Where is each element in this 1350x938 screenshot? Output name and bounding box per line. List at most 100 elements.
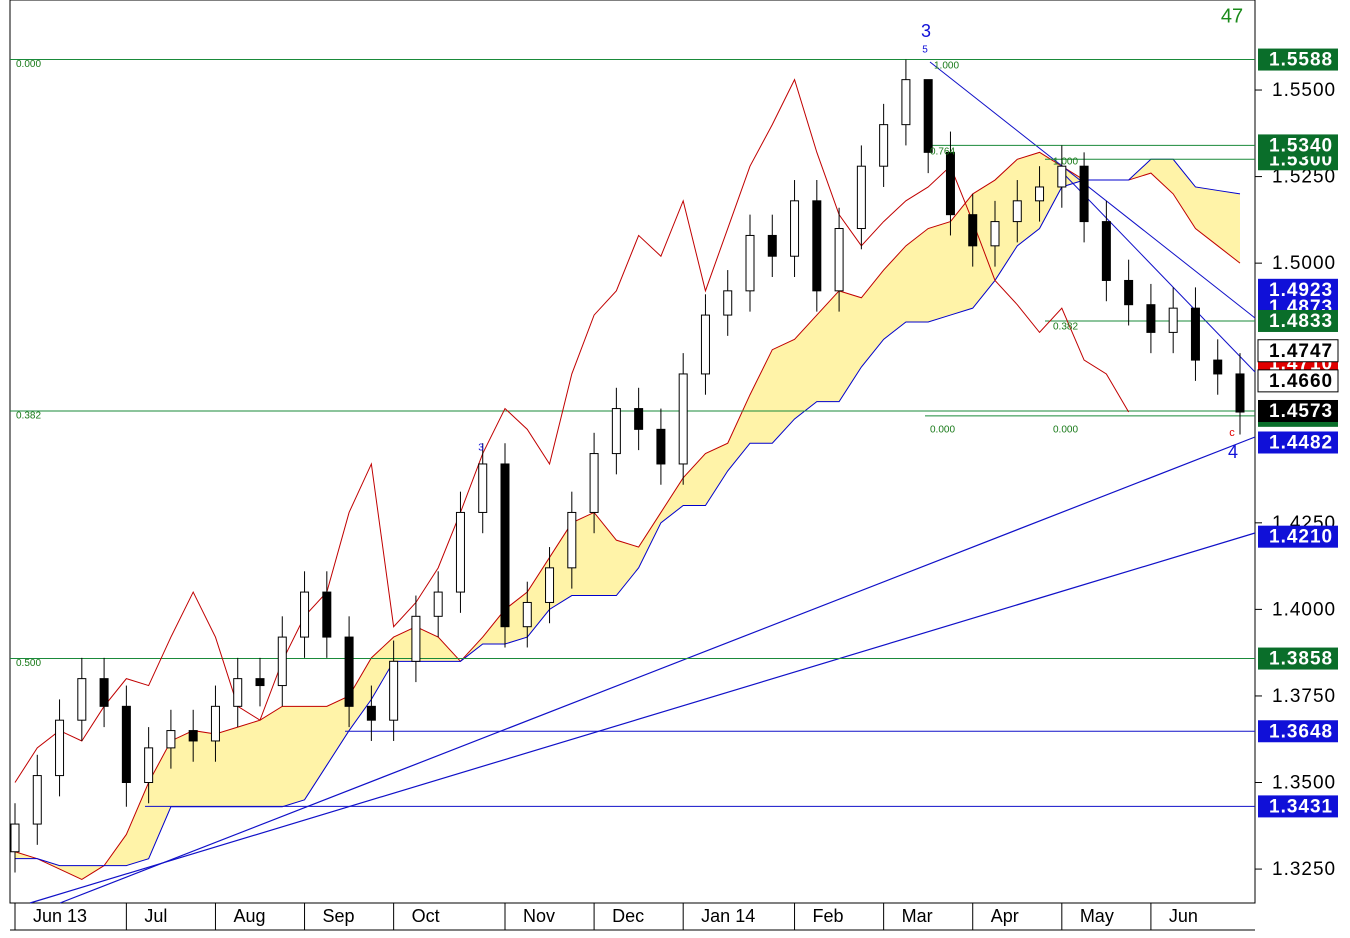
x-tick-label: Jun (1169, 906, 1198, 926)
candle-body (790, 200, 800, 257)
fib-level-label: 0.000 (16, 59, 41, 70)
candle-body (990, 221, 1000, 247)
price-tag (1257, 339, 1339, 363)
y-tick-label: 1.3500 (1272, 773, 1336, 794)
price-tag (1258, 399, 1338, 422)
candle-body (678, 373, 688, 465)
wave-label: 5 (922, 45, 928, 56)
price-tag (1258, 720, 1338, 743)
y-tick-label: 1.4000 (1272, 599, 1336, 620)
price-tag-label: 1.5340 (1269, 135, 1333, 156)
candle-body (856, 165, 866, 230)
x-tick-label: Sep (323, 906, 355, 926)
candle-body (500, 463, 510, 628)
price-tag-label: 1.4482 (1269, 433, 1333, 454)
price-tag (1258, 309, 1338, 332)
price-tag (1257, 369, 1339, 393)
candle-body (10, 823, 20, 853)
candle-body (1213, 359, 1223, 375)
candle-body (121, 705, 131, 784)
x-tick-label: Apr (991, 906, 1019, 926)
candle-body (1235, 373, 1245, 413)
candle-body (77, 678, 87, 721)
x-tick-label: May (1080, 906, 1114, 926)
candle-body (567, 511, 577, 569)
price-tag (1258, 647, 1338, 670)
fib-label: 1.000 (1053, 157, 1078, 168)
candle-body (32, 775, 42, 825)
candle-body (233, 678, 243, 707)
candle-body (656, 428, 666, 465)
fib-label: 0.000 (1053, 425, 1078, 436)
price-tag-label: 1.4923 (1269, 280, 1333, 301)
wave-label: 4 (1228, 442, 1238, 462)
candle-body (344, 636, 354, 707)
price-tag (1258, 525, 1338, 548)
y-tick-label: 1.3250 (1272, 859, 1336, 880)
wave-label: 3 (921, 21, 931, 41)
y-tick-label: 1.3750 (1272, 686, 1336, 707)
candle-body (1012, 200, 1022, 223)
y-tick-label: 1.5000 (1272, 253, 1336, 274)
candle-body (1168, 307, 1178, 333)
trendline (59, 436, 1256, 904)
candle-body (144, 747, 154, 784)
price-tag-label: 1.4210 (1269, 527, 1333, 548)
candle-body (300, 591, 310, 638)
fib-label: 0.382 (1053, 322, 1078, 333)
candle-body (1101, 221, 1111, 281)
candle-body (545, 567, 555, 603)
price-tag-label: 1.4833 (1269, 311, 1333, 332)
candle-body (166, 730, 176, 749)
candle-body (411, 615, 421, 662)
candle-body (1035, 186, 1045, 202)
candle-body (1124, 279, 1134, 306)
candle-body (812, 200, 822, 292)
y-tick-label: 1.5250 (1272, 167, 1336, 188)
candle-body (1079, 165, 1089, 223)
candle-body (634, 408, 644, 430)
price-tag (1258, 795, 1338, 818)
price-tag (1258, 48, 1338, 71)
candle-body (99, 678, 109, 707)
candle-body (968, 214, 978, 247)
candle-body (210, 705, 220, 742)
candle-body (322, 591, 332, 638)
price-tag (1258, 431, 1338, 454)
candle-body (255, 678, 265, 687)
candle-body (879, 124, 889, 167)
candle-body (55, 719, 65, 777)
x-tick-label: Feb (813, 906, 844, 926)
candle-body (834, 228, 844, 292)
price-tag-label: 1.4573 (1269, 401, 1333, 422)
candle-body (433, 591, 443, 617)
candle-body (389, 660, 399, 721)
price-tag-label: 1.4747 (1269, 341, 1333, 362)
trendline (1059, 169, 1256, 373)
lagging-line (14, 78, 1130, 783)
price-tag-label: 1.5588 (1269, 50, 1333, 71)
candle-body (923, 79, 933, 153)
fib-level-label: 0.500 (16, 658, 41, 669)
candle-body (1057, 165, 1067, 188)
price-tag (1258, 134, 1338, 157)
price-tag-label: 1.4660 (1269, 371, 1333, 392)
candle-body (478, 463, 488, 513)
candle-body (700, 314, 710, 375)
count-label: 47 (1221, 5, 1243, 27)
wave-label: 3 (478, 443, 484, 454)
candle-body (589, 453, 599, 513)
candle-body (945, 151, 955, 216)
candle-body (745, 234, 755, 292)
trendline (929, 61, 1256, 319)
candle-body (522, 601, 532, 628)
price-tag-label: 1.3858 (1269, 649, 1333, 670)
price-tag (1258, 278, 1338, 301)
candle-body (611, 408, 621, 455)
x-tick-label: Jun 13 (33, 906, 87, 926)
candle-body (455, 511, 465, 593)
y-tick-label: 1.5500 (1272, 80, 1336, 101)
fib-label: 0.764 (930, 147, 955, 158)
fib-label: 0.000 (930, 425, 955, 436)
